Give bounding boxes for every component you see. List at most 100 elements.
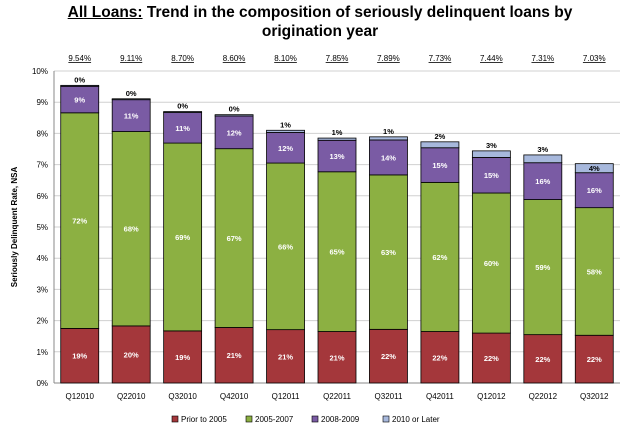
data-label: 0% <box>177 102 188 111</box>
total-label: 7.89% <box>377 54 400 63</box>
data-label: 11% <box>124 112 139 121</box>
bar-segment <box>471 150 511 158</box>
title-line1: Trend in the composition of seriously de… <box>142 4 573 21</box>
bar-segment <box>420 141 460 149</box>
data-label: 59% <box>535 263 550 272</box>
data-label: 11% <box>175 124 190 133</box>
data-label: 66% <box>278 242 293 251</box>
data-label: 21% <box>278 352 293 361</box>
bar-segment <box>266 132 305 164</box>
bar-segment <box>60 85 100 114</box>
bar-segment <box>369 136 408 141</box>
x-tick-label: Q22012 <box>529 392 558 401</box>
bar-segment <box>420 147 460 183</box>
data-label: 2% <box>434 132 445 141</box>
data-label: 22% <box>484 354 499 363</box>
x-tick-label: Q42011 <box>426 392 454 401</box>
y-tick-label: 7% <box>36 161 48 170</box>
total-label: 7.31% <box>531 54 554 63</box>
bar-segment <box>420 331 460 384</box>
chart-title: All Loans: Trend in the composition of s… <box>0 3 640 41</box>
data-label: 22% <box>381 352 396 361</box>
bar-segment <box>111 325 151 384</box>
bar-segment <box>317 171 357 332</box>
data-label: 3% <box>486 141 497 150</box>
y-axis-label: Seriously Delinquent Rate, NSA <box>10 167 19 288</box>
x-tick-label: Q42010 <box>220 392 249 401</box>
bar-segment <box>214 115 254 150</box>
bar-segment <box>369 139 408 176</box>
data-label: 16% <box>535 177 550 186</box>
legend-label: 2010 or Later <box>392 415 440 424</box>
y-tick-label: 1% <box>36 348 48 357</box>
data-label: 22% <box>535 355 550 364</box>
bar-segment <box>471 332 511 384</box>
y-tick-label: 3% <box>36 285 48 294</box>
bar-segment <box>214 114 254 117</box>
bar-segment <box>574 172 614 209</box>
data-label: 15% <box>484 171 499 180</box>
bar-segment <box>471 157 511 194</box>
x-tick-label: Q32011 <box>375 392 403 401</box>
data-label: 62% <box>432 253 447 262</box>
y-tick-label: 10% <box>32 67 48 76</box>
data-label: 22% <box>587 355 602 364</box>
bar-segment <box>111 131 151 327</box>
bar-segment <box>111 98 151 101</box>
data-label: 68% <box>124 225 139 234</box>
bar-segment <box>317 331 357 384</box>
bar-segment <box>420 181 460 332</box>
legend-label: 2005-2007 <box>255 415 294 424</box>
data-label: 72% <box>72 217 87 226</box>
y-tick-label: 5% <box>36 223 48 232</box>
bar-segment <box>266 129 305 133</box>
bar-segment <box>369 328 408 384</box>
data-label: 67% <box>227 234 242 243</box>
y-tick-label: 4% <box>36 254 48 263</box>
y-tick-label: 0% <box>36 379 48 388</box>
bar-segment <box>523 162 563 200</box>
x-tick-label: Q12011 <box>272 392 300 401</box>
total-label: 7.44% <box>480 54 503 63</box>
total-label: 8.60% <box>223 54 246 63</box>
data-label: 3% <box>537 145 548 154</box>
legend-label: 2008-2009 <box>321 415 360 424</box>
data-label: 65% <box>329 248 344 257</box>
data-label: 4% <box>589 164 600 173</box>
x-tick-label: Q12010 <box>65 392 94 401</box>
bar-segment <box>60 112 100 329</box>
legend-label: Prior to 2005 <box>181 415 227 424</box>
data-label: 19% <box>175 353 190 362</box>
bar-segment <box>266 162 305 331</box>
title-line2: origination year <box>261 23 379 40</box>
bar-segment <box>163 111 203 113</box>
x-tick-label: Q22011 <box>323 392 351 401</box>
data-label: 22% <box>432 353 447 362</box>
bar-segment <box>317 139 357 173</box>
data-label: 21% <box>227 351 242 360</box>
legend-swatch <box>382 415 390 423</box>
data-label: 12% <box>278 144 293 153</box>
bar-segment <box>523 154 563 164</box>
total-label: 8.70% <box>171 54 194 63</box>
data-label: 0% <box>229 105 240 114</box>
bar-segment <box>60 84 100 87</box>
legend-swatch <box>311 415 319 423</box>
data-label: 0% <box>74 75 85 84</box>
bar-segment <box>163 142 203 332</box>
total-label: 7.03% <box>583 54 606 63</box>
x-tick-label: Q32010 <box>168 392 197 401</box>
data-label: 1% <box>383 127 394 136</box>
bar-segment <box>214 327 254 384</box>
data-label: 0% <box>126 89 137 98</box>
y-tick-label: 2% <box>36 317 48 326</box>
total-label: 9.54% <box>68 54 91 63</box>
data-label: 69% <box>175 233 190 242</box>
bar-segment <box>111 99 151 132</box>
legend-swatch <box>171 415 179 423</box>
data-label: 16% <box>587 186 602 195</box>
total-label: 8.10% <box>274 54 297 63</box>
data-label: 60% <box>484 259 499 268</box>
bar-segment <box>574 207 614 336</box>
y-tick-label: 9% <box>36 98 48 107</box>
